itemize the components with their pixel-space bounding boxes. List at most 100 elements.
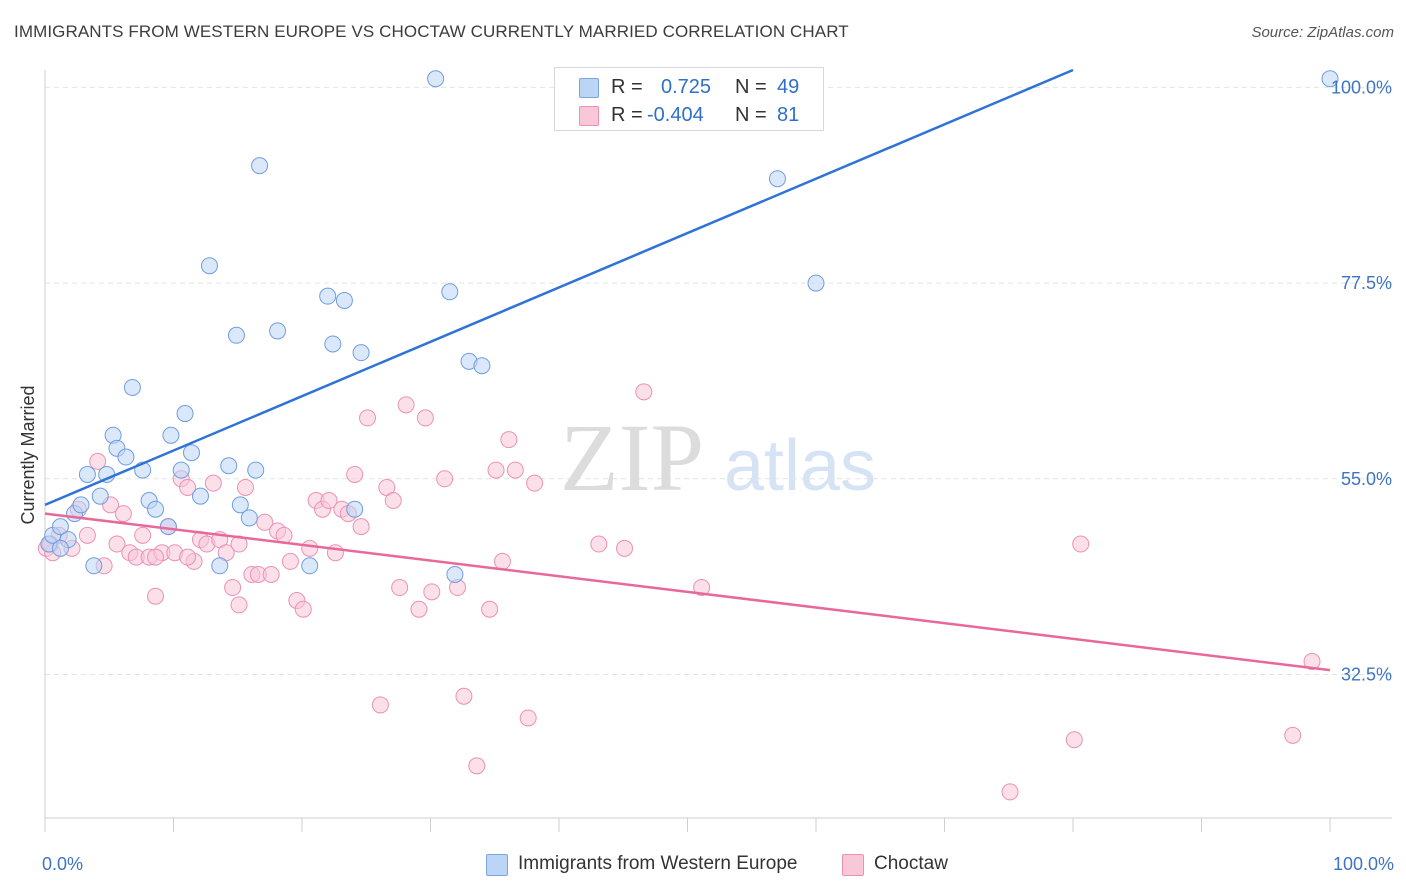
western-europe-point: [91, 487, 109, 505]
choctaw-point: [487, 461, 505, 479]
western-europe-point: [768, 170, 786, 188]
choctaw-point: [230, 596, 248, 614]
source-label: Source: ZipAtlas.com: [1251, 24, 1394, 41]
western-europe-point: [51, 518, 69, 536]
choctaw-point: [281, 552, 299, 570]
choctaw-point: [371, 696, 389, 714]
legend-swatch-blue: [579, 78, 599, 98]
choctaw-point: [455, 687, 473, 705]
choctaw-point: [147, 548, 165, 566]
choctaw-point: [294, 600, 312, 618]
y-tick-label: 32.5%: [1341, 664, 1392, 684]
choctaw-point: [1065, 731, 1083, 749]
x-tick-label: 100.0%: [1333, 854, 1394, 874]
legend-n-value: 81: [777, 104, 800, 126]
western-europe-point: [78, 465, 96, 483]
bottom-legend-swatch-pink: [842, 854, 864, 876]
western-europe-point: [1321, 70, 1339, 88]
choctaw-point: [1303, 652, 1321, 670]
choctaw-point: [320, 492, 338, 510]
y-tick-label: 55.0%: [1341, 469, 1392, 489]
legend-r-label: R =: [611, 76, 643, 98]
western-europe-point: [473, 357, 491, 375]
choctaw-point: [635, 383, 653, 401]
choctaw-point: [147, 587, 165, 605]
western-europe-point: [162, 426, 180, 444]
western-europe-point: [182, 444, 200, 462]
western-europe-point: [446, 565, 464, 583]
y-tick-label: 100.0%: [1331, 77, 1392, 97]
choctaw-point: [359, 409, 377, 427]
western-europe-point: [251, 157, 269, 175]
choctaw-point: [493, 552, 511, 570]
western-europe-points: [40, 70, 1339, 583]
western-europe-point: [352, 344, 370, 362]
watermark: ZIP atlas: [560, 404, 876, 511]
western-europe-point: [441, 283, 459, 301]
western-europe-point: [346, 500, 364, 518]
choctaw-point: [391, 579, 409, 597]
choctaw-point: [436, 470, 454, 488]
western-europe-point: [240, 509, 258, 527]
choctaw-point: [1284, 726, 1302, 744]
legend-swatch-pink: [579, 106, 599, 126]
choctaw-point: [179, 478, 197, 496]
western-europe-point: [123, 378, 141, 396]
western-europe-point: [147, 500, 165, 518]
choctaw-point: [519, 709, 537, 727]
bottom-legend-label: Immigrants from Western Europe: [518, 853, 798, 874]
trend-lines: [44, 68, 1331, 672]
choctaw-point: [423, 583, 441, 601]
western-europe-point: [176, 405, 194, 423]
choctaw-point: [224, 579, 242, 597]
choctaw-point: [1001, 783, 1019, 801]
choctaw-point: [468, 757, 486, 775]
western-europe-point: [269, 322, 287, 340]
x-tick-label: 0.0%: [42, 854, 83, 874]
y-tick-label: 77.5%: [1341, 273, 1392, 293]
western-europe-point: [247, 461, 265, 479]
western-europe-point: [335, 291, 353, 309]
choctaw-point: [526, 474, 544, 492]
correlation-legend: R = 0.725 N = 49 R = -0.404 N = 81: [554, 67, 824, 131]
western-europe-point: [301, 557, 319, 575]
legend-n-label: N =: [735, 104, 767, 126]
choctaw-point: [481, 600, 499, 618]
grid-layer: [45, 86, 1392, 675]
choctaw-trend-line: [44, 512, 1331, 672]
western-europe-point: [200, 257, 218, 275]
choctaw-point: [500, 431, 518, 449]
chart-title: IMMIGRANTS FROM WESTERN EUROPE VS CHOCTA…: [14, 22, 849, 41]
western-europe-point: [324, 335, 342, 353]
choctaw-point: [1072, 535, 1090, 553]
western-europe-point: [427, 70, 445, 88]
choctaw-point: [384, 492, 402, 510]
choctaw-point: [301, 539, 319, 557]
choctaw-point: [134, 526, 152, 544]
western-europe-point: [211, 557, 229, 575]
choctaw-point: [204, 474, 222, 492]
axis-layer: [44, 70, 1392, 832]
western-europe-point: [319, 287, 337, 305]
western-europe-point: [227, 326, 245, 344]
legend-r-value: 0.725: [661, 76, 712, 98]
legend-r-label: R =: [611, 104, 643, 126]
western-europe-point: [85, 557, 103, 575]
western-europe-trend-line: [44, 68, 1074, 507]
western-europe-point: [51, 539, 69, 557]
legend-n-value: 49: [777, 76, 800, 98]
choctaw-point: [616, 539, 634, 557]
western-europe-point: [117, 448, 135, 466]
choctaw-point: [114, 505, 132, 523]
western-europe-point: [159, 518, 177, 536]
legend-r-value: -0.404: [647, 104, 704, 126]
choctaw-point: [506, 461, 524, 479]
y-axis-label: Currently Married: [18, 385, 38, 524]
bottom-legend-swatch-blue: [486, 854, 508, 876]
legend-row-pink: R = -0.404 N = 81: [555, 100, 823, 128]
choctaw-point: [256, 513, 274, 531]
western-europe-point: [220, 457, 238, 475]
choctaw-point: [590, 535, 608, 553]
western-europe-point: [72, 496, 90, 514]
